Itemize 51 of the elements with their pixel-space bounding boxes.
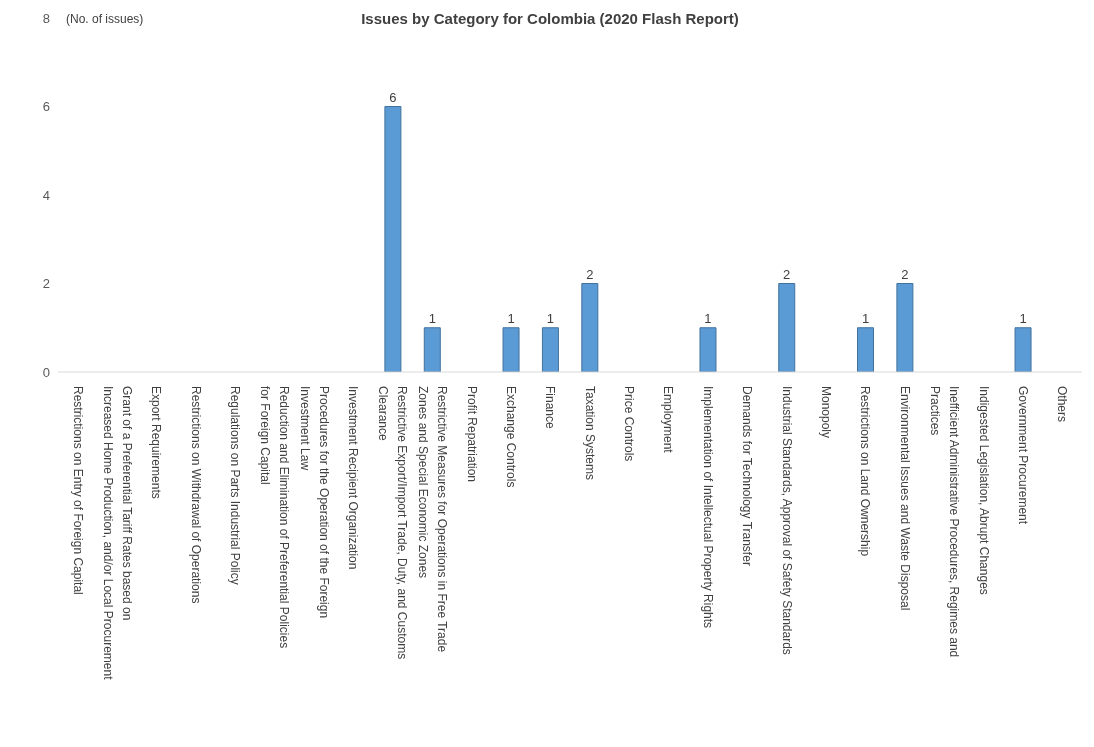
- bar: [699, 327, 717, 372]
- data-label: 1: [704, 310, 712, 326]
- y-tick-label: 4: [42, 187, 50, 203]
- x-tick-label: Restrictions on Entry of Foreign Capital: [70, 386, 85, 595]
- x-tick-label: Industrial Standards, Approval of Safety Standards: [779, 386, 794, 655]
- bar: [857, 327, 875, 372]
- x-tick-label: Inefficient Administrative Procedures, Regimes and Practices: [927, 386, 961, 658]
- y-tick-label: 8: [42, 10, 50, 26]
- x-tick-label: Finance: [543, 386, 558, 430]
- x-tick-label: Restrictive Export/Import Trade, Duty, and Customs Clearance: [376, 386, 410, 660]
- data-label: 6: [389, 89, 397, 105]
- x-tick-label: Employment: [661, 386, 676, 454]
- bar: [778, 283, 796, 372]
- data-label: 1: [507, 310, 515, 326]
- x-tick-label: Environmental Issues and Waste Disposal: [897, 386, 912, 611]
- x-tick-label: Investment Recipient Organization: [346, 386, 361, 570]
- y-tick-label: 6: [42, 99, 50, 115]
- data-label: 1: [861, 310, 870, 326]
- x-tick-label: Grant of a Preferential Tariff Rates based on Increased Home Production, and/or Local Procurement: [100, 386, 134, 681]
- y-tick-label: 0: [42, 364, 50, 380]
- x-tick-label: Monopoly: [819, 386, 833, 439]
- data-label: 1: [1019, 310, 1027, 326]
- bar: [423, 327, 441, 372]
- bar: [384, 106, 402, 372]
- data-label: 2: [586, 266, 594, 282]
- x-tick-label: Government Procurement: [1015, 386, 1030, 525]
- x-tick-label: Restrictions on Land Ownership: [858, 386, 873, 557]
- x-tick-label: Regulations on Parts Industrial Policy: [228, 386, 243, 585]
- x-tick-label: Export Requirements: [149, 386, 164, 499]
- x-tick-label: Restrictions on Withdrawal of Operations: [188, 386, 203, 604]
- bar: [581, 283, 599, 372]
- x-tick-label: Price Controls: [622, 386, 637, 462]
- x-tick-label: Others: [1055, 386, 1070, 423]
- data-label: 1: [428, 310, 436, 326]
- data-label: 2: [783, 266, 791, 282]
- x-tick-label: Exchange Controls: [503, 386, 518, 488]
- bar: [1014, 327, 1032, 372]
- bar: [502, 327, 520, 372]
- y-axis-title: (No. of issues): [66, 12, 144, 26]
- chart-title: Issues by Category for Colombia (2020 Flash Report): [361, 10, 739, 27]
- bar: [541, 327, 559, 372]
- bar: [896, 283, 914, 372]
- data-label: 1: [546, 310, 555, 326]
- x-tick-label: Profit Repatriation: [464, 386, 479, 483]
- x-tick-label: Indigested Legislation, Abrupt Changes: [976, 386, 991, 595]
- data-label: 2: [901, 266, 909, 282]
- x-tick-label: Implementation of Intellectual Property Rights: [700, 386, 715, 629]
- x-tick-label: Demands for Technology Transfer: [740, 386, 755, 566]
- y-tick-label: 2: [42, 276, 50, 292]
- x-tick-label: Reduction and Elimination of Preferential Policies for Foreign Capital: [258, 386, 292, 649]
- x-tick-label: Taxation Systems: [582, 386, 597, 481]
